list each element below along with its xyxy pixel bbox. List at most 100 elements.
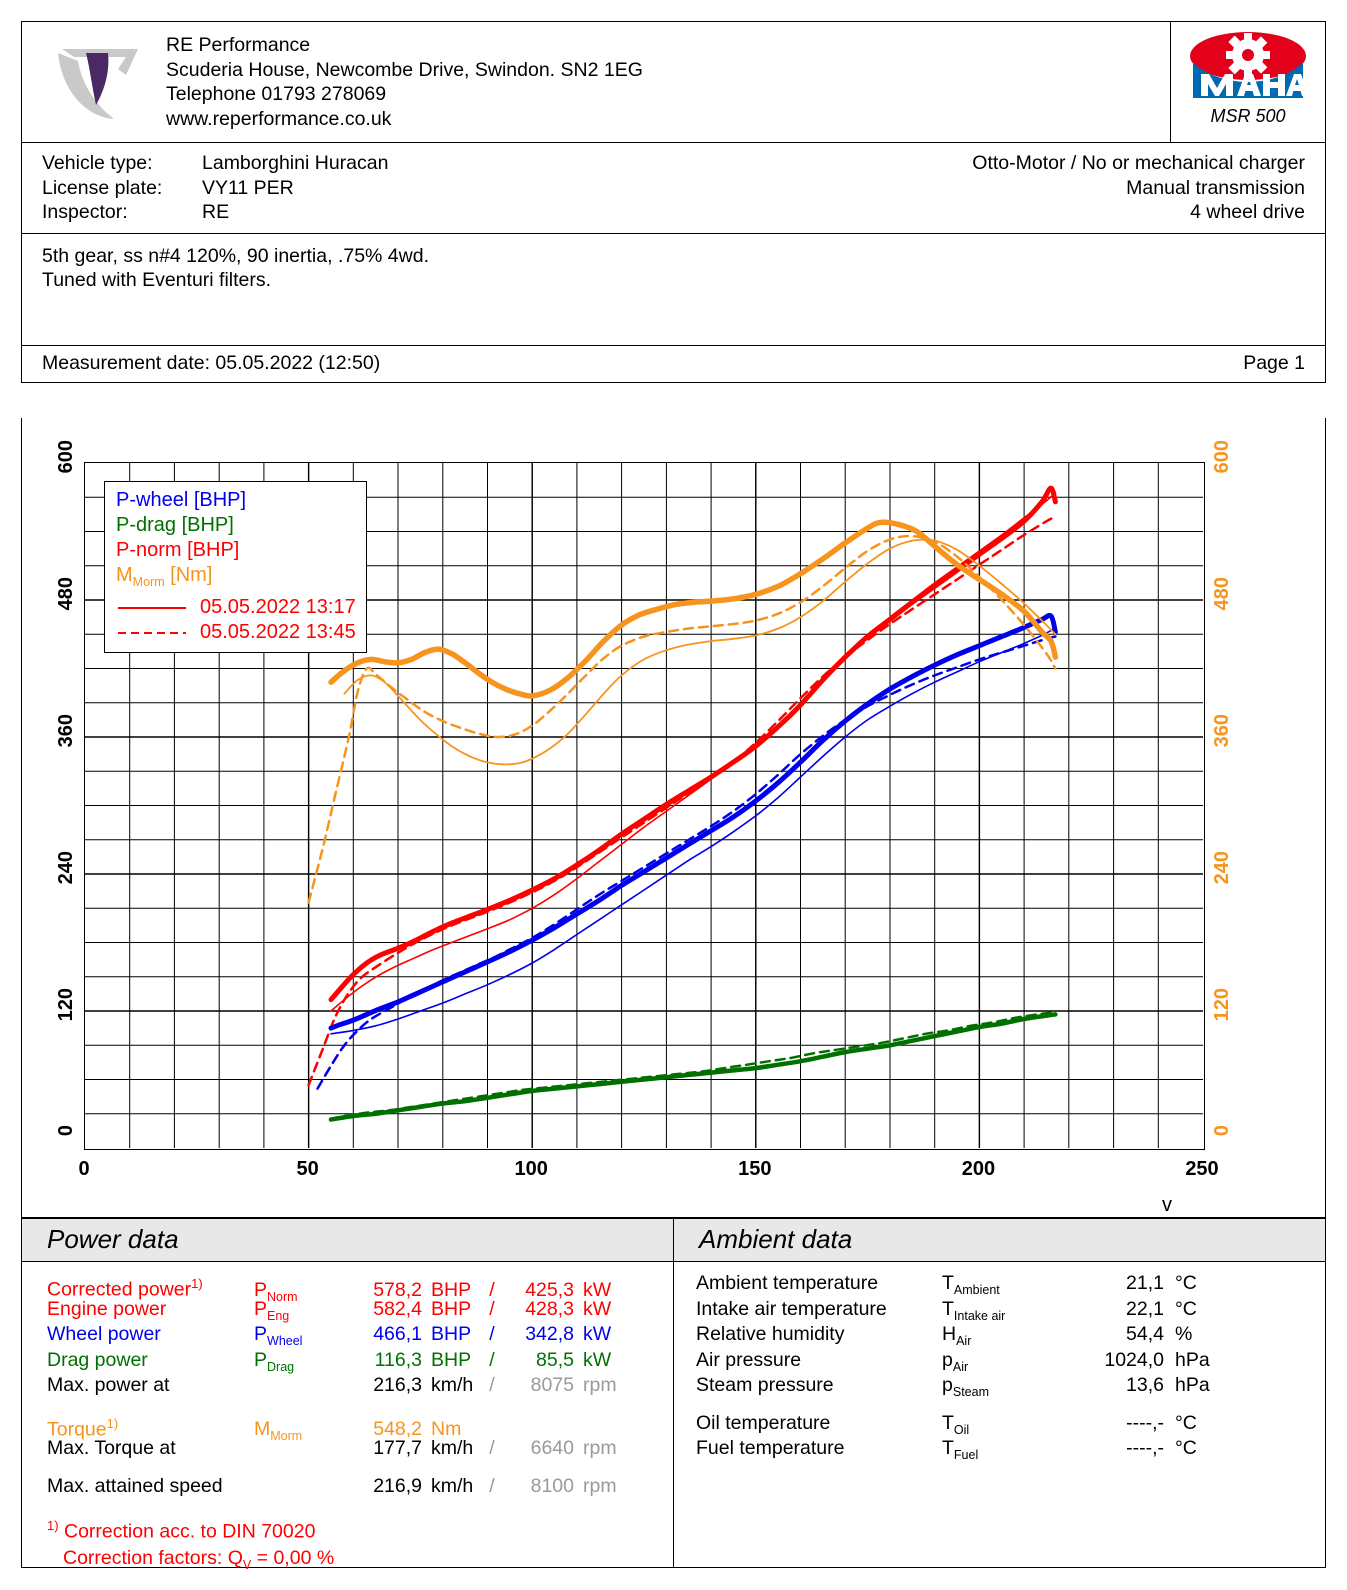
y-tick-left-240: 240 — [55, 851, 77, 885]
ambient-row-6: Fuel temperature TFuel ----,- °C — [674, 1436, 1325, 1462]
power-row-label: Corrected power1) — [47, 1276, 203, 1301]
y-tick-right-600: 600 — [1211, 440, 1233, 474]
y-tick-right-360: 360 — [1211, 714, 1233, 748]
ambient-row-label: Steam pressure — [696, 1374, 834, 1396]
ambient-data-title: Ambient data — [674, 1218, 1325, 1262]
power-row-value-1: 582,4 — [373, 1297, 422, 1320]
report-header: RE Performance Scuderia House, Newcombe … — [21, 21, 1326, 383]
ambient-row-label: Fuel temperature — [696, 1437, 845, 1459]
engine-type: Otto-Motor / No or mechanical charger — [972, 152, 1305, 174]
ambient-row-unit: °C — [1175, 1272, 1197, 1294]
power-row-value-1: 177,7 — [373, 1437, 422, 1459]
power-row-2: Wheel power PWheel 466,1 BHP / 342,8 kW — [22, 1322, 673, 1348]
correction-factors-line: Correction factors: QV = 0,00 % — [63, 1546, 335, 1572]
ambient-data-panel: Ambient data Ambient temperature TAmbient… — [673, 1218, 1325, 1567]
maha-block: MSR 500 — [1170, 22, 1325, 142]
footnote-text: Correction acc. to DIN 70020 — [58, 1520, 316, 1543]
power-row-value-1: 548,2 — [373, 1418, 422, 1440]
ambient-row-unit: hPa — [1175, 1348, 1210, 1371]
power-row-3: Drag power PDrag 116,3 BHP / 85,5 kW — [22, 1348, 673, 1374]
power-row-0: Corrected power1) PNorm 578,2 BHP / 425,3 kW — [22, 1271, 673, 1303]
power-row-label: Max. power at — [47, 1374, 170, 1396]
power-row-1: Engine power PEng 582,4 BHP / 428,3 kW — [22, 1297, 673, 1323]
notes-line-2: Tuned with Eventuri filters. — [42, 269, 272, 291]
power-row-unit-1: km/h — [431, 1437, 474, 1459]
ambient-row-symbol: TOil — [942, 1411, 970, 1437]
legend-p-norm: P-norm [BHP] — [116, 539, 240, 561]
ambient-row-5: Oil temperature TOil ----,- °C — [674, 1411, 1325, 1437]
company-address: Scuderia House, Newcombe Drive, Swindon.… — [166, 58, 643, 81]
ambient-row-unit: °C — [1175, 1297, 1197, 1320]
power-row-unit-2: kW — [583, 1297, 612, 1320]
power-row-unit-2: kW — [583, 1348, 612, 1371]
power-row-unit-2: rpm — [583, 1374, 617, 1396]
ambient-row-value: 54,4 — [1126, 1323, 1164, 1345]
y-tick-right-0: 0 — [1211, 1125, 1233, 1137]
power-row-label: Max. Torque at — [47, 1437, 176, 1459]
ambient-row-1: Intake air temperature TIntake air 22,1 °C — [674, 1297, 1325, 1323]
power-row-unit-1: km/h — [431, 1474, 474, 1497]
ambient-row-2: Relative humidity HAir 54,4% — [674, 1322, 1325, 1348]
power-row-unit-2: kW — [583, 1323, 612, 1345]
license-plate-value: VY11 PER — [202, 176, 294, 199]
vehicle-type-row: Vehicle type: Lamborghini Huracan — [42, 151, 972, 176]
legend-run-1: 05.05.2022 13:17 — [116, 595, 356, 620]
maha-logo-icon — [1187, 30, 1309, 103]
power-row-separator: / — [489, 1437, 495, 1459]
chart-container: 0 120 240 360 480 600 0 120 240 360 480 600 0 50 100… — [21, 418, 1326, 1239]
power-row-symbol: PEng — [254, 1297, 290, 1323]
device-model: MSR 500 — [1210, 106, 1286, 126]
power-row-symbol: PNorm — [254, 1278, 298, 1304]
license-plate-row: License plate: VY11 PER — [42, 176, 972, 201]
inspector-row: Inspector: RE — [42, 200, 972, 225]
re-performance-logo-icon — [52, 39, 144, 125]
ambient-row-value: 22,1 — [1126, 1297, 1164, 1320]
y-tick-left-360: 360 — [55, 714, 77, 748]
power-row-separator: / — [489, 1348, 495, 1371]
x-tick-0: 0 — [78, 1158, 90, 1180]
ambient-row-symbol: TFuel — [942, 1437, 979, 1462]
legend-run-2: 05.05.2022 13:45 — [116, 620, 356, 645]
transmission-type: Manual transmission — [1126, 176, 1305, 199]
ambient-row-value: 1024,0 — [1104, 1348, 1164, 1371]
y-tick-left-120: 120 — [55, 988, 77, 1022]
power-row-separator: / — [489, 1297, 495, 1320]
power-data-footnote: 1) Correction acc. to DIN 70020 Correcti… — [22, 1513, 673, 1577]
power-row-unit-1: BHP — [431, 1297, 472, 1320]
power-row-7: Max. attained speed 216,9 km/h / 8100 rpm — [22, 1474, 673, 1500]
ambient-row-0: Ambient temperature TAmbient 21,1 °C — [674, 1271, 1325, 1297]
y-tick-right-240: 240 — [1211, 851, 1233, 885]
legend-p-drag: P-drag [BHP] — [116, 514, 234, 536]
power-row-value-1: 116,3 — [374, 1348, 422, 1371]
x-tick-50: 50 — [296, 1158, 319, 1180]
ambient-row-unit: % — [1175, 1323, 1193, 1345]
drivetrain-info: Otto-Motor / No or mechanical charger Ma… — [972, 143, 1325, 233]
company-name: RE Performance — [166, 34, 311, 56]
company-text: RE Performance Scuderia House, Newcombe … — [166, 33, 643, 131]
ambient-row-unit: °C — [1175, 1411, 1197, 1434]
power-row-value-1: 578,2 — [373, 1278, 422, 1301]
company-telephone: Telephone 01793 278069 — [166, 83, 387, 105]
legend-run-1-label: 05.05.2022 13:17 — [200, 596, 356, 618]
legend-run-2-label: 05.05.2022 13:45 — [200, 621, 356, 643]
y-tick-left-600: 600 — [55, 440, 77, 474]
footnote-marker: 1) — [47, 1518, 59, 1533]
x-tick-250: 250 — [1185, 1158, 1219, 1180]
power-row-unit-1: Nm — [431, 1418, 462, 1440]
company-website: www.reperformance.co.uk — [166, 107, 392, 130]
power-row-6: Max. Torque at 177,7 km/h / 6640 rpm — [22, 1436, 673, 1462]
license-plate-label: License plate: — [42, 176, 163, 199]
dashed-line-icon — [118, 631, 186, 634]
solid-line-icon — [118, 606, 186, 609]
power-row-value-2: 85,5 — [536, 1348, 574, 1371]
power-row-symbol: MMorm — [254, 1418, 303, 1443]
vehicle-type-label: Vehicle type: — [42, 152, 153, 174]
ambient-row-4: Steam pressure pSteam 13,6 hPa — [674, 1373, 1325, 1399]
y-tick-right-480: 480 — [1211, 577, 1233, 611]
power-row-unit-2: kW — [583, 1278, 612, 1301]
power-row-5: Torque1) MMorm 548,2 Nm — [22, 1411, 673, 1443]
ambient-row-symbol: HAir — [942, 1323, 972, 1348]
power-row-label: Engine power — [47, 1297, 167, 1320]
measurement-date: Measurement date: 05.05.2022 (12:50) — [42, 351, 381, 374]
